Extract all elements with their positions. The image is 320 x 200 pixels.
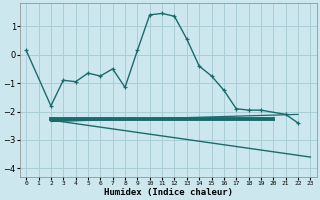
X-axis label: Humidex (Indice chaleur): Humidex (Indice chaleur) xyxy=(104,188,233,197)
